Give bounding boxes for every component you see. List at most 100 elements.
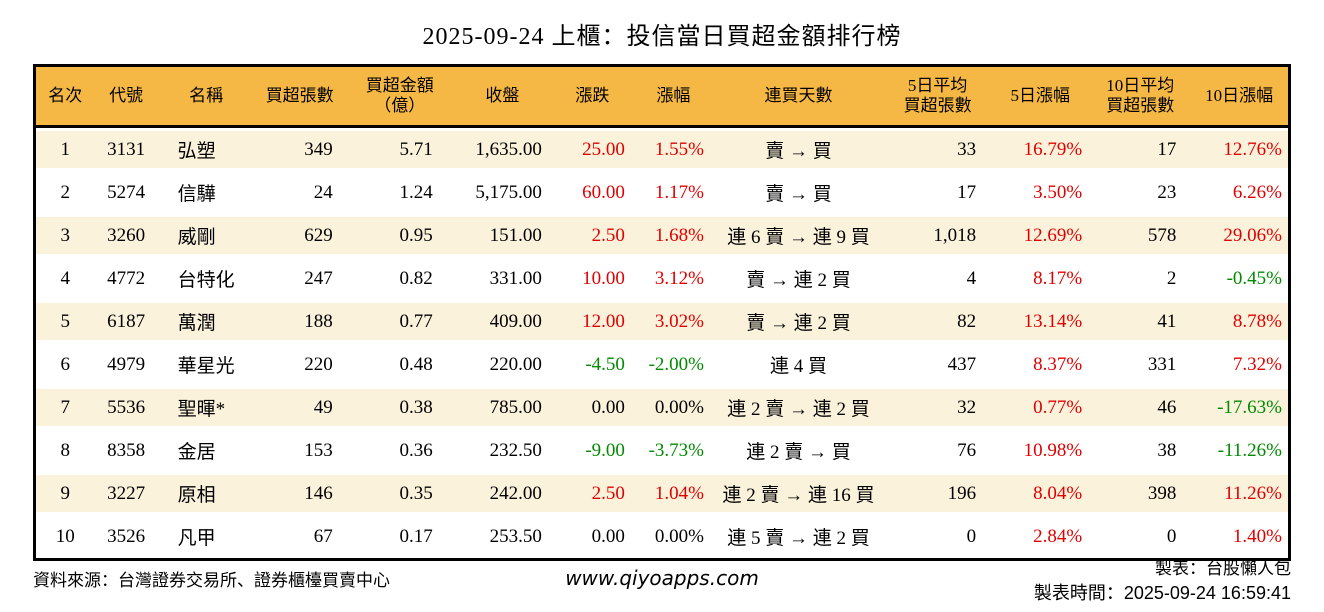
cell-rank: 10 [55,525,75,547]
column-header: 買超金額 （億） [344,65,455,128]
cell-avg10-volume: 41 [1090,300,1191,343]
cell-code: 8358 [107,439,146,461]
cell-rank: 8 [60,439,71,461]
table-row: 7 5536 聖暉* 49 0.38 785.00 0.00 0.00% 連 2 賣 → 連 2… [34,386,1290,429]
cell-5d-pct: 12.69% [990,214,1091,257]
cell-streak: 連 2 賣 → 買 [746,442,851,463]
cell-volume: 153 [304,439,333,461]
cell-streak: 連 6 賣 → 連 9 買 [711,214,886,257]
cell-streak: 連 2 賣 → 連 16 買 [711,472,886,515]
cell-change-pct: 1.68% [634,214,712,257]
cell-name: 弘塑 [157,126,255,171]
cell-volume: 146 [254,472,345,515]
cell-volume: 188 [254,300,345,343]
table-row: 4 4772 台特化 247 0.82 331.00 10.00 3.12% 賣 → 連 2 買… [35,257,1290,300]
cell-10d-pct: 6.26% [1232,181,1282,203]
ranking-table: 名次 代號 名稱 買超張數 買超金額 （億） 收盤 漲跌 漲幅 連買天數 5日平均 買超張數 5日漲… [33,64,1291,561]
column-header: 名稱 [157,65,255,128]
cell-change-pct: 0.00% [634,386,712,429]
column-header: 10日漲幅 [1190,65,1290,128]
cell-change-pct: 1.04% [634,472,712,515]
cell-10d-pct: 12.76% [1190,126,1290,171]
cell-amount: 0.82 [399,267,433,289]
cell-avg10-volume: 38 [1157,439,1177,461]
column-header: 名次 [34,65,95,128]
cell-close: 5,175.00 [475,181,542,203]
cell-change-pct: 1.55% [634,126,712,171]
cell-change: 0.00 [591,525,625,547]
cell-10d-pct: 8.78% [1190,300,1290,343]
cell-amount: 0.77 [344,300,455,343]
cell-code: 6187 [94,300,158,343]
cell-rank: 9 [34,472,95,515]
cell-avg10-volume: 23 [1157,181,1177,203]
cell-amount: 0.17 [399,525,433,547]
cell-change-pct: 3.12% [654,267,704,289]
cell-5d-pct: 0.77% [990,386,1091,429]
cell-name: 聖暉* [157,386,255,429]
cell-rank: 1 [34,126,95,171]
cell-change: 25.00 [549,126,635,171]
cell-name: 信驊 [177,184,216,205]
cell-5d-pct: 8.37% [1033,353,1083,375]
website-link[interactable]: www.qiyoapps.com [565,566,759,590]
cell-avg10-volume: 578 [1090,214,1191,257]
column-header: 5日平均 買超張數 [885,65,991,128]
cell-volume: 67 [313,525,333,547]
report-timestamp: 製表時間：2025-09-24 16:59:41 [1033,582,1291,603]
cell-amount: 0.48 [399,353,433,375]
cell-streak: 賣 → 連 2 買 [746,270,851,291]
cell-5d-pct: 2.84% [1033,525,1083,547]
cell-name: 金居 [177,442,216,463]
cell-change: 10.00 [582,267,625,289]
cell-avg5-volume: 437 [947,353,977,375]
cell-10d-pct: 11.26% [1190,472,1290,515]
cell-change: 12.00 [549,300,635,343]
cell-avg10-volume: 17 [1090,126,1191,171]
cell-volume: 220 [304,353,333,375]
cell-5d-pct: 8.04% [990,472,1091,515]
cell-amount: 5.71 [344,126,455,171]
cell-avg5-volume: 0 [966,525,977,547]
cell-rank: 3 [34,214,95,257]
column-header: 收盤 [454,65,550,128]
cell-streak: 連 2 賣 → 連 2 買 [711,386,886,429]
cell-rank: 2 [60,181,71,203]
cell-change: -4.50 [585,353,625,375]
cell-change-pct: -3.73% [648,439,704,461]
page-title: 2025-09-24 上櫃：投信當日買超金額排行榜 [422,24,902,50]
cell-rank: 6 [60,353,71,375]
cell-change: -9.00 [585,439,625,461]
cell-close: 331.00 [489,267,542,289]
cell-5d-pct: 13.14% [990,300,1091,343]
cell-5d-pct: 8.17% [1033,267,1083,289]
column-header: 漲跌 [549,65,635,128]
cell-avg5-volume: 17 [957,181,977,203]
cell-close: 151.00 [454,214,550,257]
cell-change: 60.00 [582,181,625,203]
cell-streak: 賣 → 買 [711,126,886,171]
cell-avg5-volume: 33 [885,126,991,171]
cell-avg5-volume: 4 [966,267,977,289]
cell-name: 原相 [157,472,255,515]
cell-volume: 629 [254,214,345,257]
table-header: 名次 代號 名稱 買超張數 買超金額 （億） 收盤 漲跌 漲幅 連買天數 5日平均 買超張數 5日漲… [34,65,1290,128]
cell-name: 華星光 [177,356,235,377]
cell-rank: 5 [34,300,95,343]
cell-close: 220.00 [489,353,542,375]
cell-avg10-volume: 2 [1166,267,1177,289]
table-body: 1 3131 弘塑 349 5.71 1,635.00 25.00 1.55% 賣 → 買 33 1… [34,126,1290,560]
table-row: 2 5274 信驊 24 1.24 5,175.00 60.00 1.17% 賣 → 買 17 3.… [35,171,1290,214]
column-header: 10日平均 買超張數 [1090,65,1191,128]
cell-close: 785.00 [454,386,550,429]
cell-streak: 賣 → 連 2 買 [711,300,886,343]
cell-rank: 4 [60,267,71,289]
report-author: 製表：台股懶人包 [1155,559,1291,578]
cell-avg5-volume: 32 [885,386,991,429]
cell-code: 5274 [107,181,146,203]
cell-change-pct: 0.00% [654,525,704,547]
data-source-note: 資料來源：台灣證券交易所、證券櫃檯買賣中心 [33,571,390,590]
cell-10d-pct: 29.06% [1190,214,1290,257]
header-row: 名次 代號 名稱 買超張數 買超金額 （億） 收盤 漲跌 漲幅 連買天數 5日平均 買超張數 5日漲… [34,65,1290,128]
